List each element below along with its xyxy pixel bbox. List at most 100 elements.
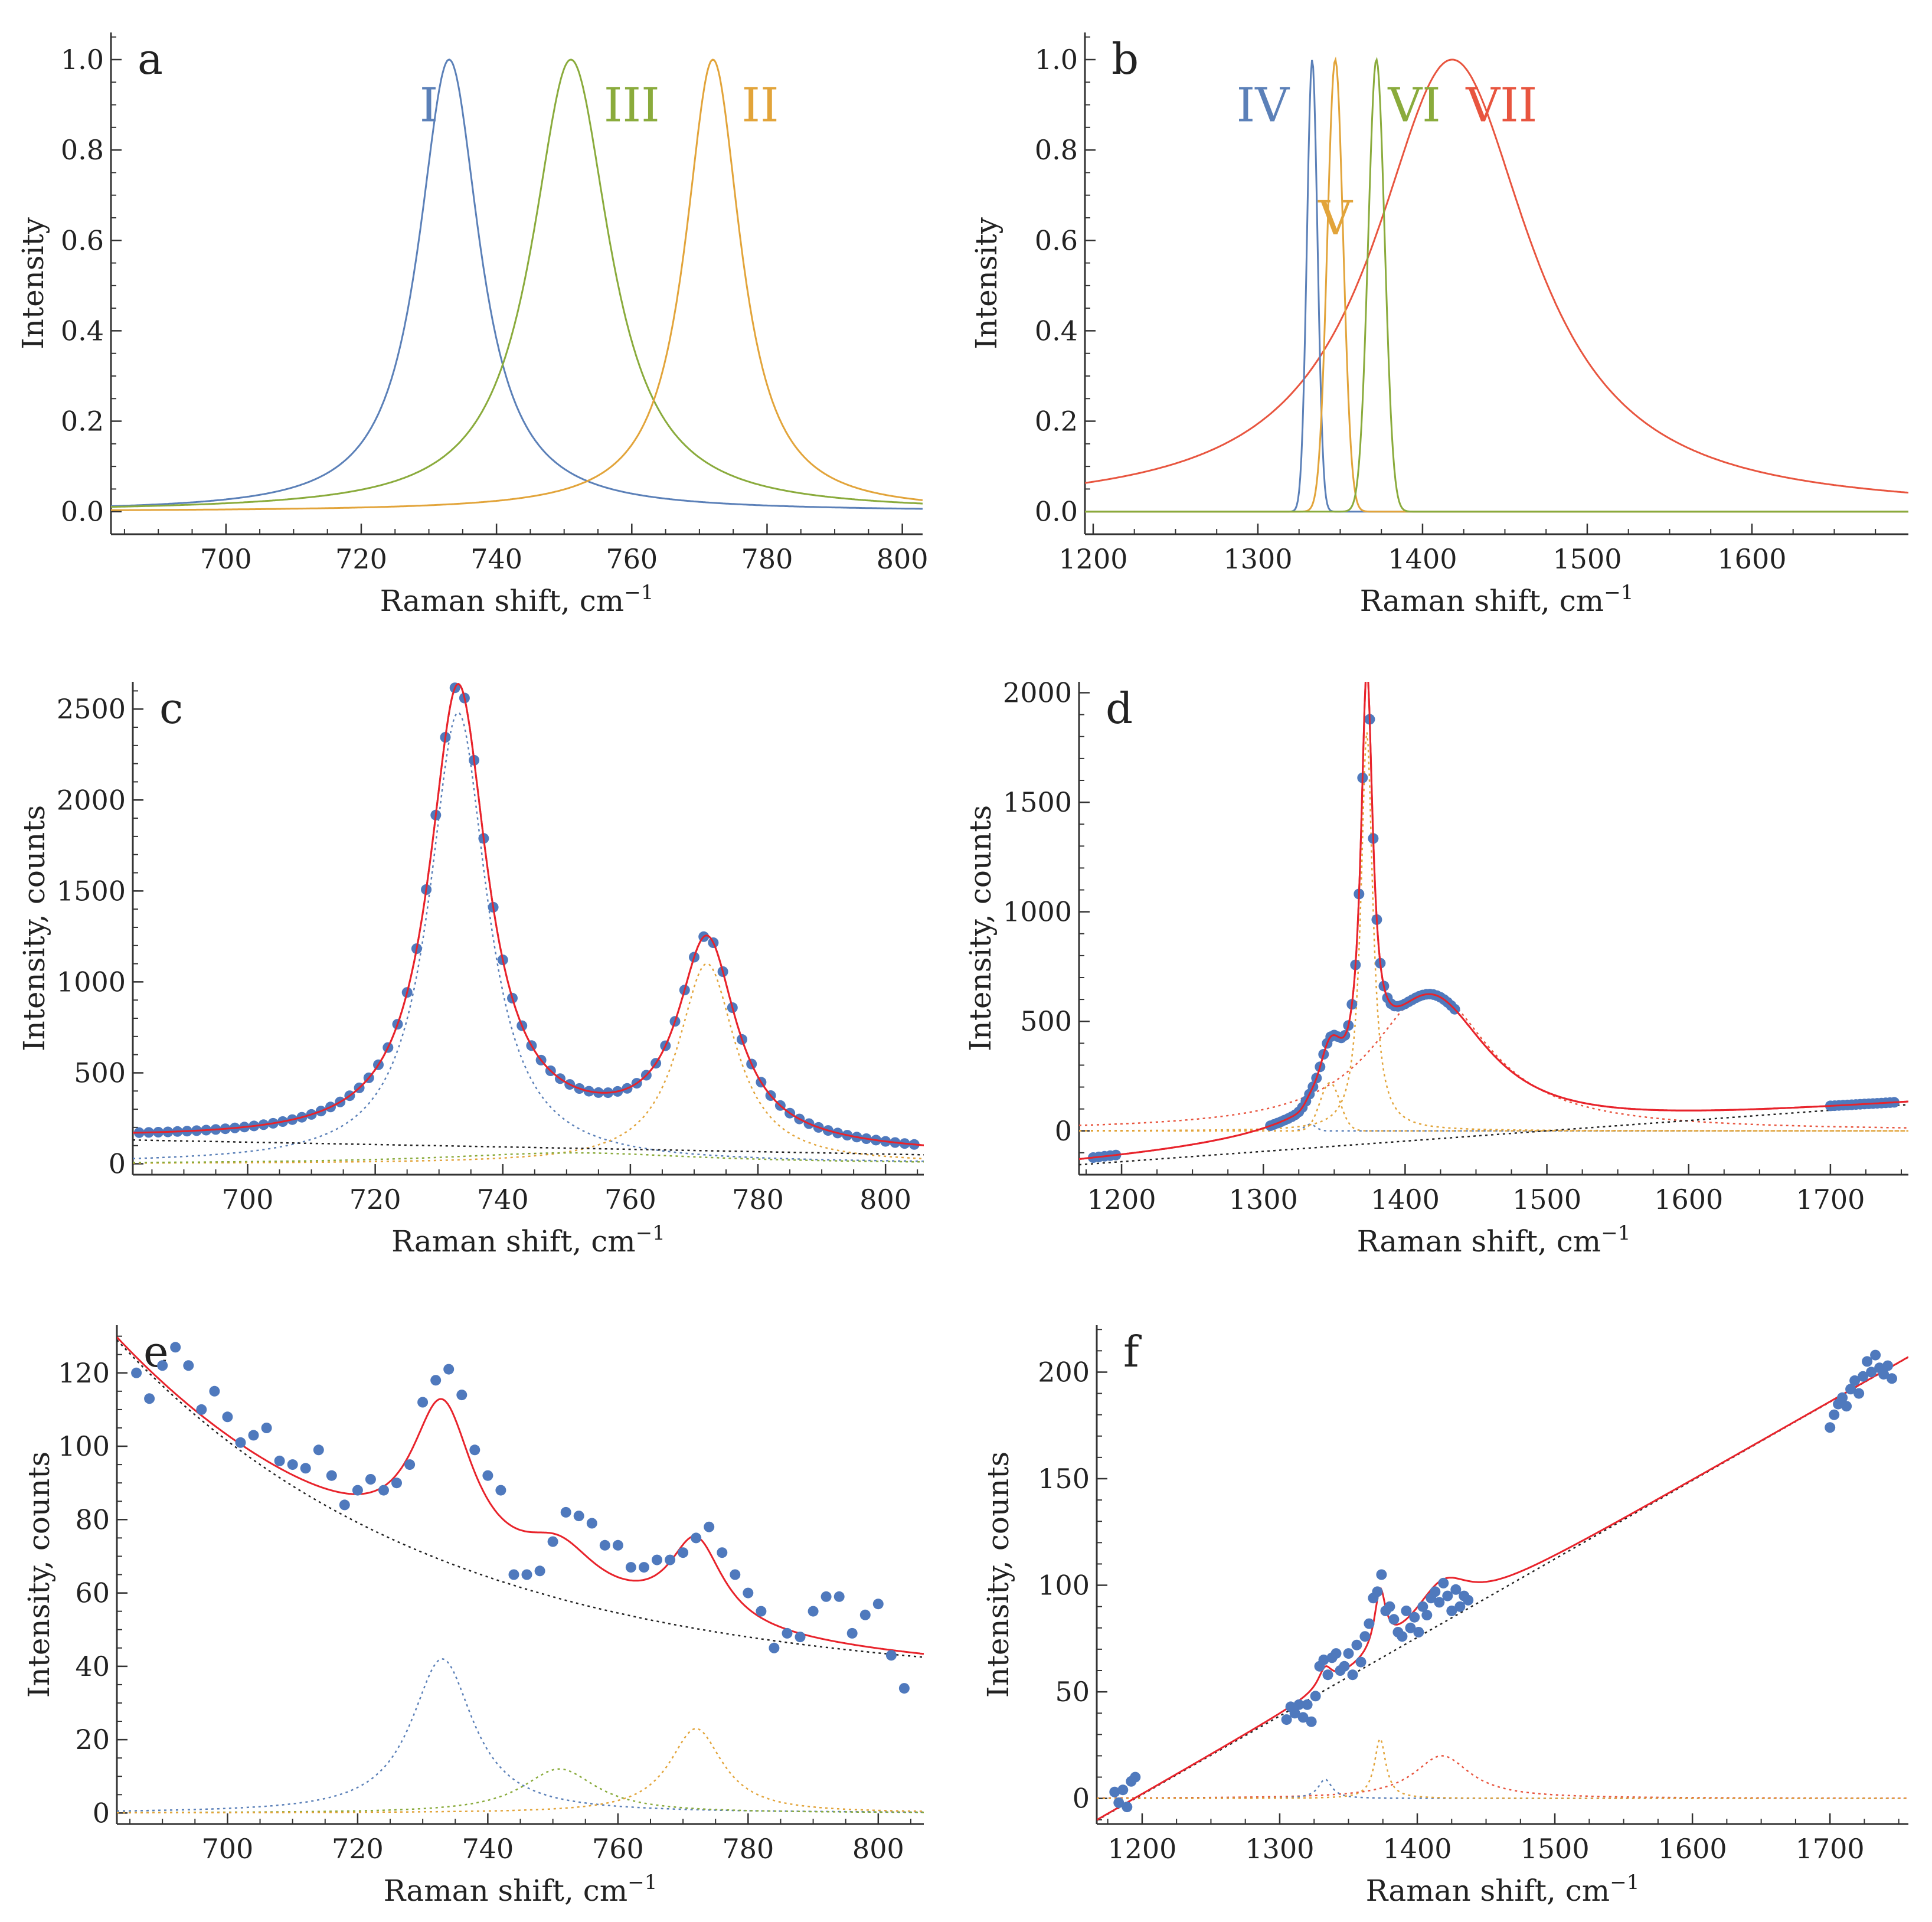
data-point <box>157 1360 168 1371</box>
y-tick-label: 200 <box>1038 1356 1090 1388</box>
data-point <box>665 1554 676 1565</box>
panel-letter: c <box>159 684 183 733</box>
data-point <box>1384 1601 1395 1612</box>
data-point <box>1388 1614 1400 1625</box>
data-point <box>599 1539 610 1551</box>
data-point <box>339 1499 350 1511</box>
data-point <box>248 1430 259 1441</box>
data-point <box>1829 1409 1840 1420</box>
peak-label: V <box>1318 191 1353 246</box>
data-point <box>222 1411 233 1423</box>
x-tick-label: 1200 <box>1058 543 1127 575</box>
data-point <box>1858 1371 1869 1382</box>
panel-a: 700 720 740 760 780 800 0.0 0.2 0.4 0.6 0.8 1.0 Rama… <box>16 32 929 618</box>
data-point <box>1409 1612 1420 1623</box>
x-tick-label: 740 <box>462 1833 514 1865</box>
series-line-vii <box>1085 58 1908 493</box>
peak-label: VII <box>1465 78 1537 133</box>
y-tick-label: 20 <box>75 1724 110 1756</box>
data-point <box>1878 1369 1889 1380</box>
y-tick-label: 0.2 <box>1035 406 1078 437</box>
x-tick-label: 780 <box>741 543 793 575</box>
baseline-line <box>1097 1356 1908 1821</box>
data-point <box>1401 1605 1412 1616</box>
data-point <box>820 1591 832 1602</box>
data-point <box>704 1521 715 1532</box>
y-tick-label: 0 <box>93 1797 110 1829</box>
y-tick-label: 0.8 <box>1035 134 1078 166</box>
data-point <box>639 1562 649 1573</box>
x-axis-title-text: Raman shift, cm <box>1357 1224 1601 1259</box>
data-point <box>170 1342 181 1353</box>
x-tick-label: 800 <box>877 543 929 575</box>
panel-f: 1200 1300 1400 1500 1600 1700 0 50 100 150 200 Rama… <box>981 1325 1908 1908</box>
data-point <box>235 1437 246 1448</box>
data-point <box>652 1554 662 1565</box>
x-tick-label: 1600 <box>1658 1833 1727 1865</box>
x-tick-label: 1300 <box>1223 543 1292 575</box>
data-point <box>1438 1577 1449 1588</box>
data-point <box>1446 1605 1457 1616</box>
x-tick-label: 1600 <box>1654 1184 1723 1215</box>
data-point <box>769 1642 780 1653</box>
y-tick-label: 0.0 <box>61 496 104 528</box>
x-axis-title-text: Raman shift, cm <box>384 1874 628 1908</box>
data-point <box>717 1547 728 1558</box>
x-tick-label: 1400 <box>1388 543 1457 575</box>
fit-line-overlay <box>1079 682 1908 1160</box>
y-tick-label: 500 <box>1020 1005 1072 1037</box>
x-tick-label: 1600 <box>1717 543 1786 575</box>
data-point <box>859 1609 871 1620</box>
x-tick-label: 1200 <box>1107 1833 1176 1865</box>
data-point <box>508 1569 519 1580</box>
data-point <box>209 1385 220 1397</box>
data-point <box>560 1506 571 1518</box>
component-line <box>133 712 924 1162</box>
x-axis-title-text: Raman shift, cm <box>391 1224 636 1259</box>
data-point <box>872 1599 884 1610</box>
plot-area <box>1097 1349 1908 1821</box>
data-point <box>846 1627 858 1639</box>
data-point <box>1364 1618 1375 1629</box>
data-point <box>625 1562 636 1573</box>
x-tick-label: 780 <box>722 1833 774 1865</box>
y-tick-label: 100 <box>58 1430 110 1462</box>
data-point <box>1297 1712 1309 1723</box>
y-tick-label: 50 <box>1055 1676 1090 1708</box>
data-point <box>1359 1631 1371 1642</box>
data-point <box>898 1683 910 1694</box>
data-point <box>678 1547 689 1558</box>
x-tick-label: 760 <box>606 543 658 575</box>
x-tick-label: 700 <box>200 543 252 575</box>
data-point <box>808 1606 819 1617</box>
data-point <box>456 1390 468 1401</box>
y-tick-label: 1.0 <box>1035 44 1078 76</box>
x-tick-label: 1400 <box>1371 1184 1440 1215</box>
data-point <box>1882 1360 1893 1371</box>
data-point <box>743 1587 754 1599</box>
data-point <box>495 1485 506 1496</box>
peak-label: II <box>741 78 779 133</box>
y-tick-label: 1500 <box>1003 786 1072 818</box>
y-tick-label: 0.6 <box>1035 224 1078 256</box>
x-tick-label: 800 <box>852 1833 904 1865</box>
y-tick-label: 2000 <box>1003 677 1072 709</box>
data-point <box>1454 1601 1466 1612</box>
x-tick-label: 720 <box>332 1833 384 1865</box>
data-point <box>1281 1714 1292 1725</box>
data-point <box>326 1470 337 1481</box>
data-point <box>782 1627 793 1639</box>
data-point <box>183 1360 194 1371</box>
x-tick-label: 1200 <box>1087 1184 1156 1215</box>
y-tick-label: 0.6 <box>61 224 104 256</box>
x-axis-title-superscript: −1 <box>1601 1221 1630 1245</box>
data-point <box>1413 1627 1424 1637</box>
panel-letter: a <box>138 34 163 84</box>
peak-label: III <box>604 78 660 133</box>
data-point <box>1845 1384 1856 1395</box>
fit-line-overlay <box>133 682 924 1146</box>
data-point <box>1351 1639 1362 1650</box>
data-point <box>1463 1594 1474 1606</box>
x-tick-label: 740 <box>470 543 522 575</box>
